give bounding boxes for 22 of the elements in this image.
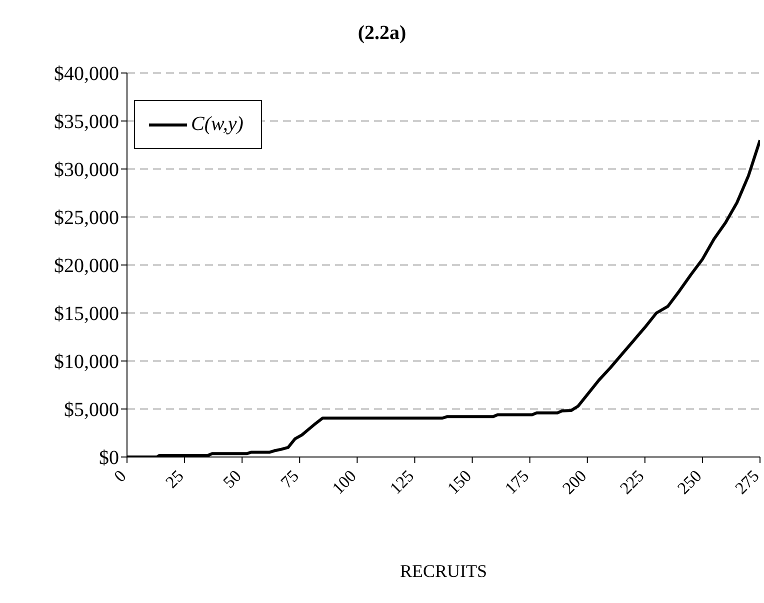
x-tick-label: 50: [219, 466, 245, 492]
y-tick-label: $30,000: [54, 159, 119, 182]
x-tick-label: 25: [162, 466, 188, 492]
x-tick-label: 275: [731, 466, 763, 498]
y-tick-label: $40,000: [54, 63, 119, 86]
x-tick-label: 225: [616, 466, 648, 498]
x-tick-label: 250: [674, 466, 706, 498]
x-tick-label: 100: [328, 466, 360, 498]
y-tick-label: $25,000: [54, 207, 119, 230]
chart-title: (2.2a): [356, 22, 408, 45]
x-tick-label: 200: [558, 466, 590, 498]
x-tick-label: 150: [444, 466, 476, 498]
y-tick-label: $35,000: [54, 111, 119, 134]
x-tick-label: 125: [386, 466, 418, 498]
y-tick-label: $5,000: [64, 399, 119, 422]
y-tick-label: $20,000: [54, 255, 119, 278]
y-tick-label: $15,000: [54, 303, 119, 326]
y-tick-label: $10,000: [54, 351, 119, 374]
x-axis-title: RECRUITS: [400, 561, 488, 581]
legend-label: C(w,y): [191, 113, 244, 136]
x-tick-label: 75: [277, 466, 302, 492]
x-tick-label: 175: [501, 466, 533, 498]
